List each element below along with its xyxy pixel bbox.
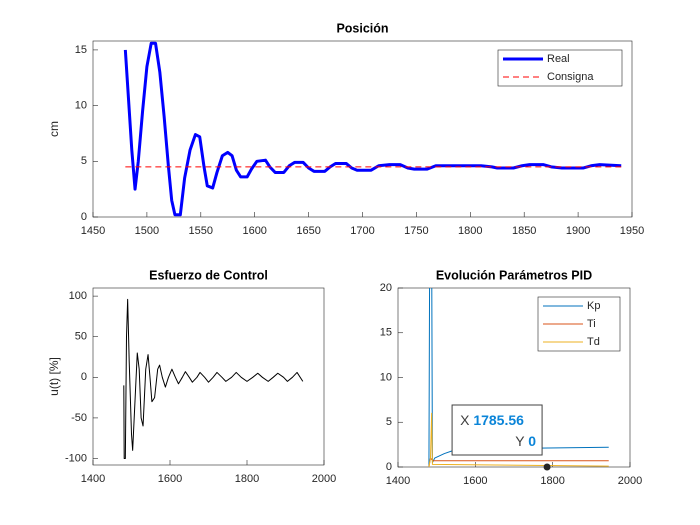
y-tick-label: 0	[81, 211, 87, 223]
axes: 1450 1500 1550 1600 1650 1700 1750 1800 1850 1900…	[47, 21, 644, 237]
y-tick-label: -50	[71, 412, 87, 424]
y-tick-label: 5	[81, 155, 87, 167]
y-tick-label: 100	[69, 290, 87, 302]
y-axis-label: cm	[47, 121, 61, 137]
legend-label: Real	[547, 53, 570, 65]
x-tick-label: 1400	[386, 475, 410, 487]
datatip-line: Y 0	[515, 433, 536, 449]
y-tick-label: 0	[81, 371, 87, 383]
legend-label: Td	[587, 336, 600, 348]
y-tick-label: 50	[75, 331, 87, 343]
x-tick-label: 1800	[235, 473, 259, 485]
legend-label: Consigna	[547, 71, 594, 83]
y-axis-label: u(t) [%]	[47, 357, 61, 396]
y-tick-label: 10	[380, 371, 392, 383]
y-tick-label: 15	[380, 327, 392, 339]
legend-label: Kp	[587, 300, 600, 312]
x-tick-label: 1500	[135, 225, 159, 237]
x-tick-label: 1850	[512, 225, 536, 237]
datatip-value: 1785.56	[473, 412, 524, 428]
legend-box	[497, 49, 623, 87]
x-tick-label: 1800	[458, 225, 482, 237]
chart-title: Posición	[336, 21, 388, 35]
datatip-marker	[543, 463, 551, 471]
x-tick-label: 1800	[540, 475, 564, 487]
datatip-label: X	[460, 412, 470, 428]
datatip-label: Y	[515, 433, 525, 449]
x-tick-label: 1700	[350, 225, 374, 237]
x-tick-label: 1950	[620, 225, 644, 237]
x-tick-label: 1400	[81, 473, 105, 485]
y-tick-label: 0	[386, 461, 392, 473]
legend-label: Ti	[587, 318, 596, 330]
chart-title: Esfuerzo de Control	[149, 268, 268, 282]
x-tick-label: 1600	[158, 473, 182, 485]
y-tick-label: 5	[386, 416, 392, 428]
x-tick-label: 2000	[618, 475, 642, 487]
y-tick-label: 20	[380, 282, 392, 294]
axes: 1400 1600 1800 2000 0 5 10 15 20 Evolución Paráme…	[380, 268, 642, 487]
y-tick-label: 15	[75, 44, 87, 56]
x-tick-label: 2000	[312, 473, 336, 485]
series-line	[428, 412, 609, 467]
x-tick-label: 1900	[566, 225, 590, 237]
x-tick-label: 1550	[189, 225, 213, 237]
datatip-box	[451, 404, 543, 456]
datatip-value: 0	[528, 433, 536, 449]
axes: 1400 1600 1800 2000 -100 -50 0 50 100 Esfuerzo de…	[47, 268, 336, 485]
x-tick-label: 1750	[404, 225, 428, 237]
series-line	[123, 298, 304, 460]
datatip-line: X 1785.56	[460, 412, 524, 428]
x-tick-label: 1450	[81, 225, 105, 237]
x-tick-label: 1600	[242, 225, 266, 237]
chart-title: Evolución Parámetros PID	[436, 268, 592, 282]
x-tick-label: 1650	[296, 225, 320, 237]
x-tick-label: 1600	[463, 475, 487, 487]
y-tick-label: 10	[75, 100, 87, 112]
y-tick-label: -100	[65, 452, 87, 464]
